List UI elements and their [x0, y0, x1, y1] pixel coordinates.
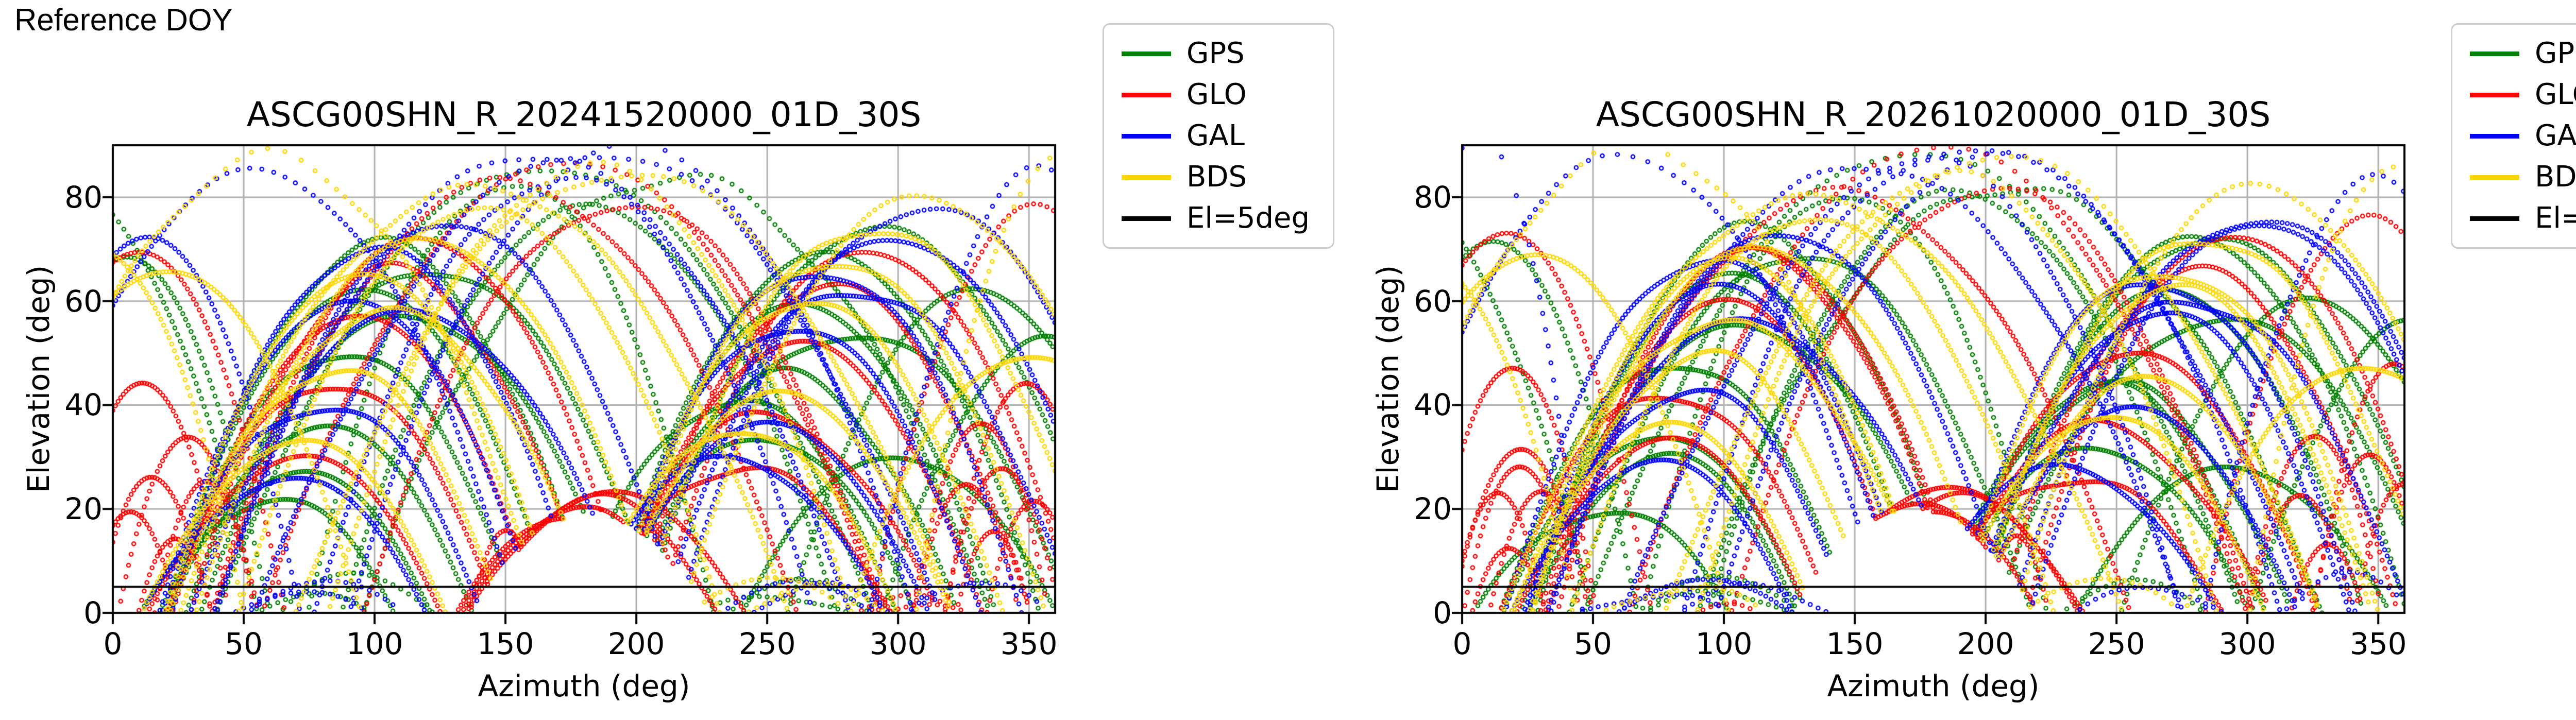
x-tick-label: 50 [225, 626, 263, 661]
y-tick-label: 80 [1414, 179, 1452, 215]
y-tick-label: 0 [83, 595, 103, 630]
reference-doy-label: Reference DOY [14, 3, 233, 37]
legend-line-sample [1122, 51, 1171, 56]
x-tick-label: 150 [1826, 626, 1884, 661]
chart-1-plot-canvas [103, 135, 1065, 644]
x-tick-label: 350 [1000, 626, 1058, 661]
x-tick-label: 300 [869, 626, 927, 661]
x-tick-label: 100 [1695, 626, 1753, 661]
legend-label: GLO [2535, 78, 2576, 111]
legend-label: GPS [1187, 37, 1245, 70]
legend-line-sample [1122, 216, 1171, 221]
x-tick-label: 300 [2218, 626, 2276, 661]
legend-line-sample [2470, 92, 2519, 97]
legend-line-sample [2470, 133, 2519, 139]
chart-2-title: ASCG00SHN_R_20261020000_01D_30S [1596, 95, 2271, 134]
chart-2-plot-canvas [1452, 135, 2415, 644]
legend-label: BDS [1187, 160, 1247, 194]
chart-2-x-axis-label: Azimuth (deg) [1827, 668, 2040, 704]
legend-label: GAL [1187, 119, 1245, 152]
y-tick-label: 60 [64, 283, 103, 319]
legend-label: El=5deg [2535, 201, 2576, 235]
chart-1-y-axis-label: Elevation (deg) [21, 265, 56, 493]
legend-label: El=5deg [1187, 201, 1310, 235]
legend-line-sample [1122, 175, 1171, 180]
legend-label: GLO [1187, 78, 1247, 111]
x-tick-label: 250 [738, 626, 796, 661]
chart-2-y-axis-label: Elevation (deg) [1370, 265, 1405, 493]
legend-entry-bds: BDS [1122, 162, 1315, 193]
x-tick-label: 100 [346, 626, 403, 661]
legend-line-sample [1122, 133, 1171, 139]
x-tick-label: 200 [1957, 626, 2014, 661]
chart-1-x-axis-label: Azimuth (deg) [478, 668, 690, 704]
legend-line-sample [2470, 216, 2519, 221]
legend-entry-el=5deg: El=5deg [2470, 203, 2576, 234]
y-tick-label: 40 [1414, 387, 1452, 423]
x-tick-label: 350 [2349, 626, 2407, 661]
legend-line-sample [2470, 51, 2519, 56]
legend-entry-el=5deg: El=5deg [1122, 203, 1315, 234]
y-tick-label: 40 [64, 387, 103, 423]
legend-label: BDS [2535, 160, 2576, 194]
legend-entry-bds: BDS [2470, 162, 2576, 193]
legend-entry-gps: GPS [1122, 38, 1315, 69]
legend-entry-gps: GPS [2470, 38, 2576, 69]
legend-label: GPS [2535, 37, 2576, 70]
x-tick-label: 150 [477, 626, 534, 661]
legend-label: GAL [2535, 119, 2576, 152]
y-tick-label: 20 [1414, 491, 1452, 527]
y-tick-label: 60 [1414, 283, 1452, 319]
x-tick-label: 200 [607, 626, 665, 661]
chart-1-title: ASCG00SHN_R_20241520000_01D_30S [246, 95, 922, 134]
y-tick-label: 0 [1433, 595, 1452, 630]
y-tick-label: 80 [64, 179, 103, 215]
legend-entry-glo: GLO [2470, 79, 2576, 110]
y-tick-label: 20 [64, 491, 103, 527]
chart-1-legend: GPS GLO GAL BDS El=5deg [1103, 23, 1334, 249]
x-tick-label: 0 [103, 626, 123, 661]
legend-entry-gal: GAL [1122, 121, 1315, 151]
chart-2-legend: GPS GLO GAL BDS El=5deg [2451, 23, 2576, 249]
legend-line-sample [2470, 175, 2519, 180]
legend-entry-gal: GAL [2470, 121, 2576, 151]
x-tick-label: 50 [1574, 626, 1612, 661]
x-tick-label: 0 [1452, 626, 1472, 661]
x-tick-label: 250 [2088, 626, 2145, 661]
legend-line-sample [1122, 92, 1171, 97]
legend-entry-glo: GLO [1122, 79, 1315, 110]
